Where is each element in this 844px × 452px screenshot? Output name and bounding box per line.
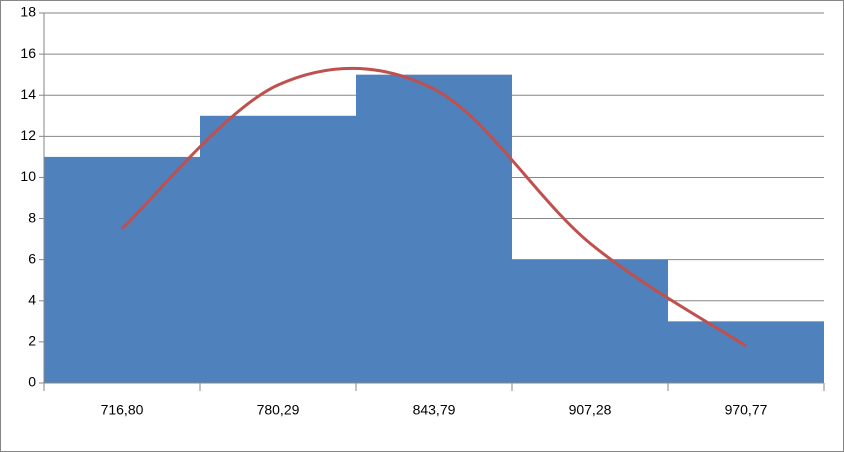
y-tick-label: 18 [20, 4, 36, 20]
y-tick-label: 6 [28, 250, 36, 266]
y-tick-label: 14 [20, 86, 36, 102]
bar [512, 259, 668, 383]
trend-line [120, 66, 747, 348]
x-tick-label: 843,79 [413, 402, 456, 418]
y-tick-label: 8 [28, 209, 36, 225]
y-tick-label: 10 [20, 168, 36, 184]
y-tick-label: 0 [28, 374, 36, 390]
x-tick-label: 716,80 [101, 402, 144, 418]
bar [200, 115, 356, 384]
x-tick-label: 780,29 [257, 402, 300, 418]
bar [44, 156, 200, 383]
x-tick-label: 970,77 [725, 402, 768, 418]
x-tick-label: 907,28 [569, 402, 612, 418]
y-tick-label: 16 [20, 45, 36, 61]
y-tick-label: 4 [28, 291, 36, 307]
y-tick-label: 2 [28, 333, 36, 349]
bar [356, 74, 512, 384]
bar [668, 321, 824, 383]
y-tick-label: 12 [20, 127, 36, 143]
